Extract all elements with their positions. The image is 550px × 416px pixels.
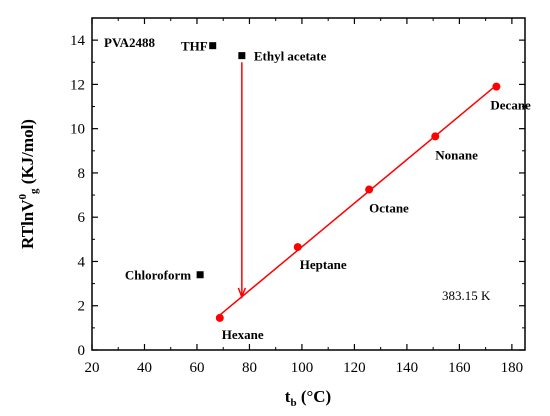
y-tick-label: 10 <box>70 122 85 138</box>
x-tick-label: 140 <box>396 360 419 376</box>
temperature-label: 383.15 K <box>442 288 491 303</box>
data-point-circle <box>293 243 302 252</box>
y-axis-label-unit: (KJ/mol) <box>18 119 37 188</box>
annotation-label: PVA2488 <box>104 35 156 50</box>
point-label: Heptane <box>300 257 347 272</box>
point-label: Nonane <box>435 147 478 162</box>
fit-lines <box>219 84 497 316</box>
arrow-layer <box>237 62 247 299</box>
y-tick-label: 12 <box>70 77 85 93</box>
x-tick-label: 60 <box>189 360 204 376</box>
y-axis-label: RTlnV0g (KJ/mol) <box>17 119 40 249</box>
data-point-circle <box>492 82 501 91</box>
point-label: Ethyl acetate <box>254 49 327 64</box>
point-label: Chloroform <box>125 268 191 283</box>
arrow-head <box>237 287 247 299</box>
data-point-circle <box>431 132 440 141</box>
y-tick-label: 0 <box>78 343 86 359</box>
x-tick-label: 40 <box>137 360 152 376</box>
point-label: Decane <box>490 98 531 113</box>
x-tick-label: 80 <box>242 360 257 376</box>
x-axis-label-sub: b <box>290 397 296 409</box>
x-tick-label: 160 <box>448 360 471 376</box>
plot-frame <box>91 17 526 351</box>
data-point-square <box>196 271 204 279</box>
data-point-square <box>209 42 217 50</box>
x-axis-label-main: t <box>285 387 291 406</box>
axis-ticks: 20 40 60 80 100 120 140 160 180 0 2 4 6 8 10 12 14 <box>70 17 525 376</box>
fit-line <box>219 84 497 316</box>
y-tick-label: 4 <box>78 254 86 270</box>
x-tick-label: 180 <box>501 360 524 376</box>
point-labels: Hexane Heptane Octane Nonane Decane THF Ethyl … <box>125 39 531 342</box>
x-axis-label-unit: (°C) <box>297 387 332 406</box>
point-label: Octane <box>369 201 409 216</box>
point-label: THF <box>181 39 208 54</box>
y-axis-label-sup: 0 <box>17 193 29 199</box>
y-tick-label: 8 <box>78 166 86 182</box>
x-tick-label: 100 <box>291 360 314 376</box>
data-point-circle <box>365 185 374 194</box>
y-axis-label-sub: g <box>28 188 40 194</box>
x-axis-label: tb (°C) <box>285 387 331 409</box>
data-point-square <box>238 52 246 60</box>
x-tick-label: 20 <box>85 360 100 376</box>
data-point-circle <box>215 313 224 322</box>
y-tick-label: 6 <box>78 210 86 226</box>
data-marks <box>196 42 501 322</box>
point-label: Hexane <box>222 327 264 342</box>
x-tick-label: 120 <box>343 360 366 376</box>
y-axis-label-pre: RTlnV <box>18 199 37 249</box>
y-tick-label: 14 <box>70 33 86 49</box>
y-tick-label: 2 <box>78 299 86 315</box>
